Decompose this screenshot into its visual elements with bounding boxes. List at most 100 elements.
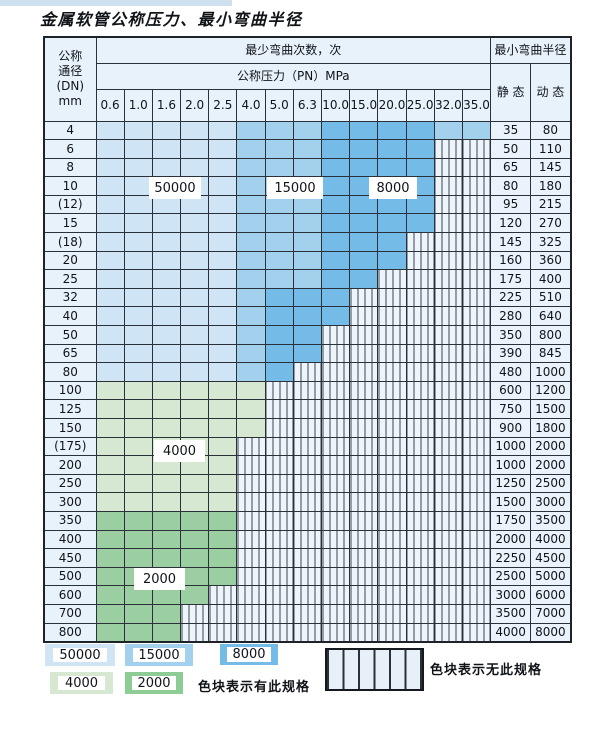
table-row-dn-(12): (12) 95 215 [43,194,572,215]
table-row-dn-8: 8 65 145 [43,157,572,178]
grid-cell [95,306,125,327]
dynamic-radius-cell: 270 [530,213,572,234]
grid-cell [405,380,435,401]
grid-cell [292,603,323,624]
grid-cell [405,139,435,159]
grid-cell [405,585,435,605]
grid-cell [208,250,238,271]
dynamic-radius-cell: 845 [530,343,572,364]
header-pressure-10.0: 10.0 [320,88,351,122]
grid-cell [236,548,266,568]
dynamic-radius-cell: 2000 [530,455,572,475]
table-row-dn-125: 125 750 1500 [43,399,572,419]
grid-cell [461,380,492,401]
grid-cell [95,566,125,587]
grid-cell [208,325,238,345]
grid-cell [180,362,210,382]
grid-cell [461,566,492,587]
grid-cell [208,399,238,419]
header-pressure-6.3: 6.3 [292,88,323,122]
grid-cell [180,343,210,364]
grid-cell [236,585,266,605]
grid-cell [292,510,323,531]
grid-cell [377,585,407,605]
grid-cell [405,529,435,550]
grid-cell [433,585,463,605]
dynamic-radius-cell: 3000 [530,492,572,512]
grid-cell [349,306,379,327]
grid-cell [236,362,266,382]
grid-cell [405,269,435,289]
grid-cell [151,269,182,289]
grid-cell [236,436,266,457]
grid-cell [208,380,238,401]
table-row-dn-40: 40 280 640 [43,306,572,327]
grid-cell [123,529,153,550]
dynamic-radius-cell: 800 [530,325,572,345]
dynamic-radius-cell: 1000 [530,362,572,382]
grid-cell [151,287,182,308]
grid-cell [208,343,238,364]
dynamic-radius-cell: 4500 [530,548,572,568]
dn-cell: 250 [43,473,97,494]
table-row-dn-700: 700 3500 7000 [43,603,572,624]
grid-cell [320,157,351,178]
table-row-dn-200: 200 1000 2000 [43,455,572,475]
legend-label-15000: 15000 [133,648,185,663]
grid-cell [151,510,182,531]
grid-cell [236,566,266,587]
grid-cell [123,250,153,271]
grid-cell [292,622,323,643]
grid-cell [292,325,323,345]
grid-cell [292,399,323,419]
table-row-dn-100: 100 600 1200 [43,380,572,401]
grid-cell [123,380,153,401]
grid-cell [264,492,294,512]
grid-cell [95,436,125,457]
table-row-dn-4: 4 35 80 [43,120,572,141]
header-min-bend-radius: 最小弯曲半径 [490,36,572,64]
grid-cell [433,343,463,364]
grid-cell [349,399,379,419]
grid-cell [236,343,266,364]
grid-cell [377,343,407,364]
grid-cell [377,269,407,289]
grid-cell [236,418,266,438]
grid-cell [349,529,379,550]
grid-cell [95,418,125,438]
grid-cell [123,455,153,475]
band-label-8000: 8000 [369,177,417,199]
grid-cell [433,269,463,289]
dn-cell: 400 [43,529,97,550]
grid-cell [320,139,351,159]
grid-cell [292,566,323,587]
grid-cell [377,139,407,159]
grid-cell [180,548,210,568]
legend-block-15000: 15000 [125,644,193,666]
grid-cell [123,325,153,345]
grid-cell [349,120,379,141]
grid-cell [433,250,463,271]
grid-cell [349,418,379,438]
grid-cell [180,510,210,531]
grid-cell [405,566,435,587]
dn-cell: (18) [43,232,97,252]
legend-block-2000: 2000 [125,672,183,694]
grid-cell [461,139,492,159]
header-pressure-20.0: 20.0 [377,88,407,122]
grid-cell [377,399,407,419]
grid-cell [292,120,323,141]
grid-cell [320,343,351,364]
grid-cell [236,380,266,401]
grid-cell [264,548,294,568]
grid-cell [405,399,435,419]
grid-cell [123,622,153,643]
grid-cell [95,157,125,178]
header-pressure-2.0: 2.0 [180,88,210,122]
dynamic-radius-cell: 325 [530,232,572,252]
dn-cell: 15 [43,213,97,234]
grid-cell [433,492,463,512]
dynamic-radius-cell: 80 [530,120,572,141]
grid-cell [433,232,463,252]
grid-cell [123,603,153,624]
